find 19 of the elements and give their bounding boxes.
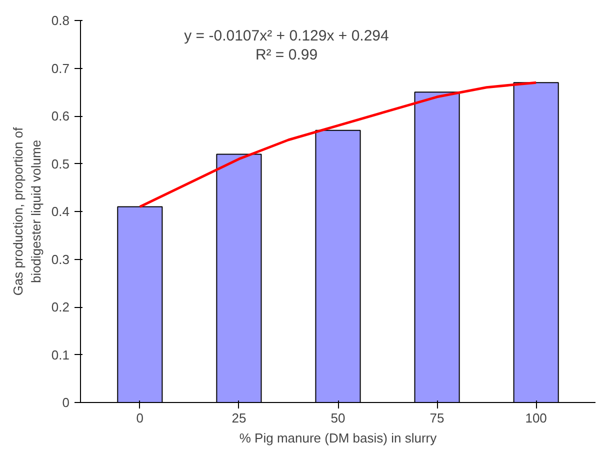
y-tick-label: 0.4 [51,204,70,219]
x-tick-label: 50 [330,410,346,426]
y-tick-label: 0.2 [51,300,70,314]
annotation: y = -0.0107x² + 0.129x + 0.294 [184,27,389,44]
x-axis-title: % Pig manure (DM basis) in slurry [239,430,438,446]
y-tick-label: 0.3 [51,252,70,267]
y-tick-label: 0.7 [51,60,70,76]
x-tick-label: 25 [232,410,246,426]
x-tick-label: 0 [136,410,144,426]
y-tick-label: 0 [62,395,70,410]
x-tick-label: 75 [430,410,444,426]
y-tick-label: 0.5 [51,156,70,172]
x-tick-label: 100 [525,410,547,426]
annotation: R² = 0.99 [255,46,318,64]
y-axis-title: Gas production, proportion of biodigester liquid volume [10,126,44,296]
y-tick-label: 0.1 [51,347,70,362]
y-tick-label: 0.6 [51,108,70,124]
y-tick-label: 0.8 [51,13,70,28]
line-series [138,81,538,208]
